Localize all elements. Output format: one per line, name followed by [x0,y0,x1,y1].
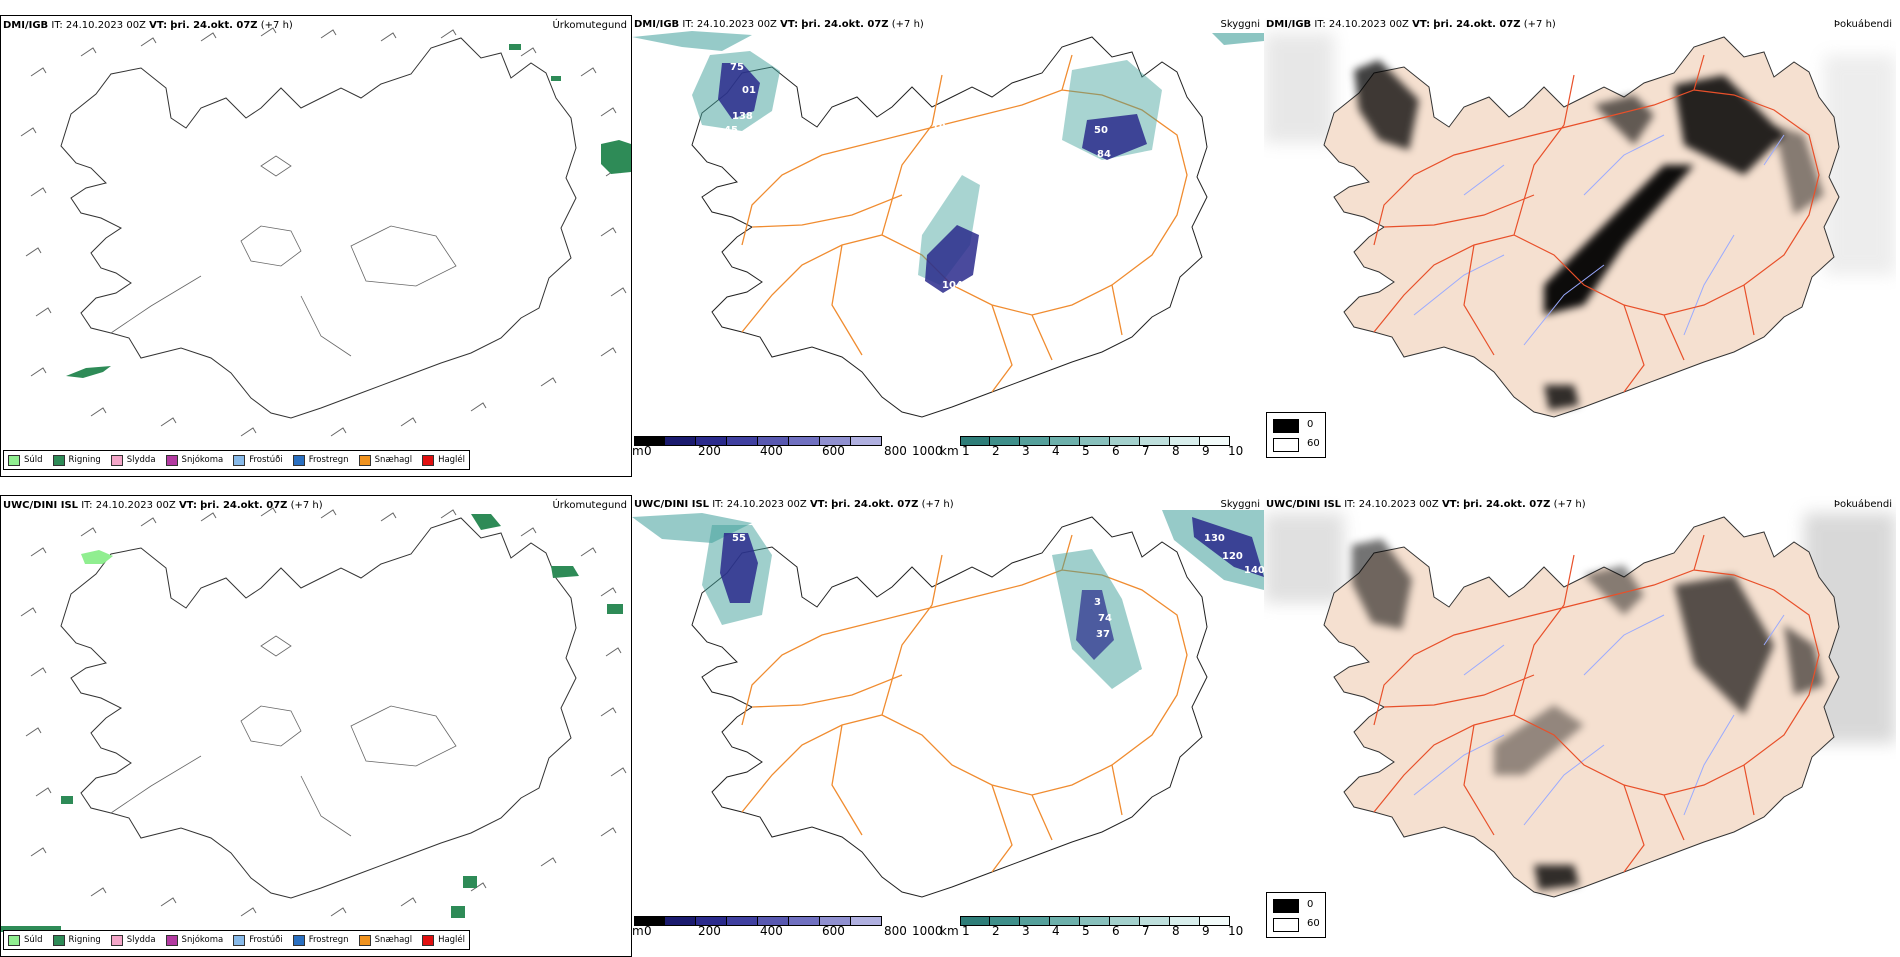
cloud-base-label: 120 [1222,551,1243,562]
precip-type-legend: Súld Rigning Slydda Snjókoma Frostúði Fr… [3,930,471,950]
panel-title: Þokuábendi [1833,19,1892,30]
precip-area [81,550,113,564]
iceland-map [1,507,627,932]
precip-area [471,514,501,530]
cloud-base-label: 105 [944,299,965,310]
cloud-base-label: 104 [942,280,963,291]
fog-legend: 0 60 [1266,892,1326,938]
panel-header: DMI/IGB IT: 24.10.2023 00Z VT: þri. 24.o… [1266,19,1556,30]
cloud-base-label: 37 [1096,629,1110,640]
cloud-base-label: 138 [732,111,753,122]
cloud-base-label: 50 [1094,125,1108,136]
precip-type-legend: Súld Rigning Slydda Snjókoma Frostúði Fr… [3,450,471,470]
cloud-base-label: 75 [730,62,744,73]
precip-area [509,44,521,50]
cloud-base-label: 74 [1098,613,1112,624]
precip-area [601,140,631,174]
cloud-panel-row2: 55 130 120 140 3 74 37 20 7 UWC/DINI ISL… [632,495,1264,957]
cloud-base-label: 140 [1244,565,1264,576]
cloud-base-label: 84 [1097,149,1111,160]
panel-title: Þokuábendi [1833,499,1892,510]
precip-panel-row2: UWC/DINI ISL IT: 24.10.2023 00Z VT: þri.… [0,495,632,957]
precip-area [551,76,561,81]
panel-title: Úrkomutegund [552,500,627,511]
cloud-base-label: 20 [1138,669,1152,680]
panel-header: UWC/DINI ISL IT: 24.10.2023 00Z VT: þri.… [634,499,954,510]
panel-header: UWC/DINI ISL IT: 24.10.2023 00Z VT: þri.… [3,500,323,511]
cloud-base-colorbar [634,916,882,926]
visibility-scale: km 1 2 3 4 5 6 7 8 9 10 [940,924,1244,938]
cloud-base-label: 3 [1094,597,1101,608]
panel-header: DMI/IGB IT: 24.10.2023 00Z VT: þri. 24.o… [3,20,293,31]
panel-header: UWC/DINI ISL IT: 24.10.2023 00Z VT: þri.… [1266,499,1586,510]
iceland-map: 55 130 120 140 3 74 37 20 7 [632,510,1264,898]
panel-title: Skyggni [1220,19,1260,30]
iceland-map [1264,33,1896,418]
cloud-base-label: 100 [1124,165,1145,176]
cloud-base-label: 88 [928,295,942,306]
cloud-base-label: 55 [732,533,746,544]
visibility-colorbar [960,916,1230,926]
cloud-base-label: 45 [724,125,738,136]
iceland-map: 75 01 138 45 19 50 84 100 104 04 88 105 [632,31,1264,418]
cloud-base-label: 7 [932,873,939,884]
panel-title: Skyggni [1220,499,1260,510]
panel-header: DMI/IGB IT: 24.10.2023 00Z VT: þri. 24.o… [634,19,924,30]
fog-legend: 0 60 [1266,412,1326,458]
cloud-base-scale: m 0 200 400 600 800 1000 [632,444,943,458]
cloud-panel-row1: 75 01 138 45 19 50 84 100 104 04 88 105 … [632,15,1264,477]
fog-panel-row1: DMI/IGB IT: 24.10.2023 00Z VT: þri. 24.o… [1264,15,1896,477]
cloud-base-colorbar [634,436,882,446]
cloud-base-label: 130 [1204,533,1225,544]
cloud-base-label: 19 [932,122,946,133]
cloud-base-label: 01 [742,85,756,96]
panel-title: Úrkomutegund [552,20,627,31]
precip-area [551,566,579,578]
fog-panel-row2: UWC/DINI ISL IT: 24.10.2023 00Z VT: þri.… [1264,495,1896,957]
iceland-map [1264,513,1896,898]
precip-area [463,876,477,888]
precip-panel-row1: DMI/IGB IT: 24.10.2023 00Z VT: þri. 24.o… [0,15,632,477]
cloud-base-label: 04 [962,280,976,291]
cloud-base-scale: m 0 200 400 600 800 1000 [632,924,943,938]
precip-area [607,604,623,614]
iceland-map [20,27,631,437]
precip-area [451,906,465,918]
precip-area [66,366,111,378]
visibility-colorbar [960,436,1230,446]
visibility-scale: km 1 2 3 4 5 6 7 8 9 10 [940,444,1244,458]
precip-area [61,796,73,804]
